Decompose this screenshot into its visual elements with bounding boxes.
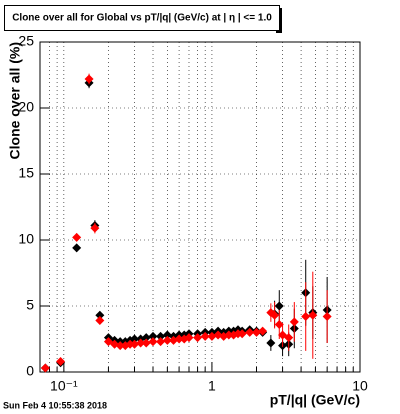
marker: [274, 319, 284, 329]
marker: [289, 317, 299, 327]
marker: [136, 338, 146, 348]
footer-date: Sun Feb 4 10:55:38 2018: [3, 400, 107, 410]
y-tick-label: 0: [26, 363, 34, 379]
marker: [72, 232, 82, 242]
marker: [301, 312, 311, 322]
x-tick-label: 1: [208, 378, 216, 394]
marker: [322, 312, 332, 322]
marker: [308, 310, 318, 320]
marker: [274, 301, 284, 311]
marker: [72, 243, 82, 253]
marker: [90, 223, 100, 233]
marker: [224, 330, 234, 340]
marker: [148, 337, 158, 347]
chart-title: Clone over all for Global vs pT/|q| (GeV…: [12, 13, 272, 24]
x-tick-label: 10: [352, 378, 368, 394]
marker: [270, 310, 280, 320]
marker: [156, 331, 166, 341]
marker: [174, 334, 184, 344]
marker: [56, 356, 66, 366]
marker: [162, 330, 172, 340]
x-axis-title: pT/|q| (GeV/c): [270, 392, 360, 408]
marker: [95, 316, 105, 326]
marker: [266, 338, 276, 348]
marker: [252, 327, 262, 337]
marker: [130, 339, 140, 349]
marker: [141, 338, 151, 348]
y-axis-title: Clone over all (%): [7, 42, 23, 159]
y-tick-label: 15: [18, 165, 34, 181]
marker: [130, 334, 140, 344]
marker: [95, 310, 105, 320]
y-tick-label: 20: [18, 99, 34, 115]
marker: [156, 337, 166, 347]
marker: [200, 331, 210, 341]
marker: [258, 326, 268, 336]
marker: [148, 331, 158, 341]
marker: [237, 329, 247, 339]
marker: [245, 327, 255, 337]
y-tick-label: 25: [18, 33, 34, 49]
y-tick-label: 5: [26, 297, 34, 313]
marker: [284, 333, 294, 343]
marker: [84, 74, 94, 84]
y-tick-label: 10: [18, 231, 34, 247]
marker: [141, 333, 151, 343]
marker: [193, 333, 203, 343]
marker: [184, 333, 194, 343]
plot-frame: [39, 41, 361, 373]
title-box-front: [4, 5, 280, 31]
marker: [162, 335, 172, 345]
x-tick-label: 10⁻¹: [50, 378, 78, 394]
marker: [207, 331, 217, 341]
marker: [40, 363, 50, 373]
marker: [115, 341, 125, 351]
